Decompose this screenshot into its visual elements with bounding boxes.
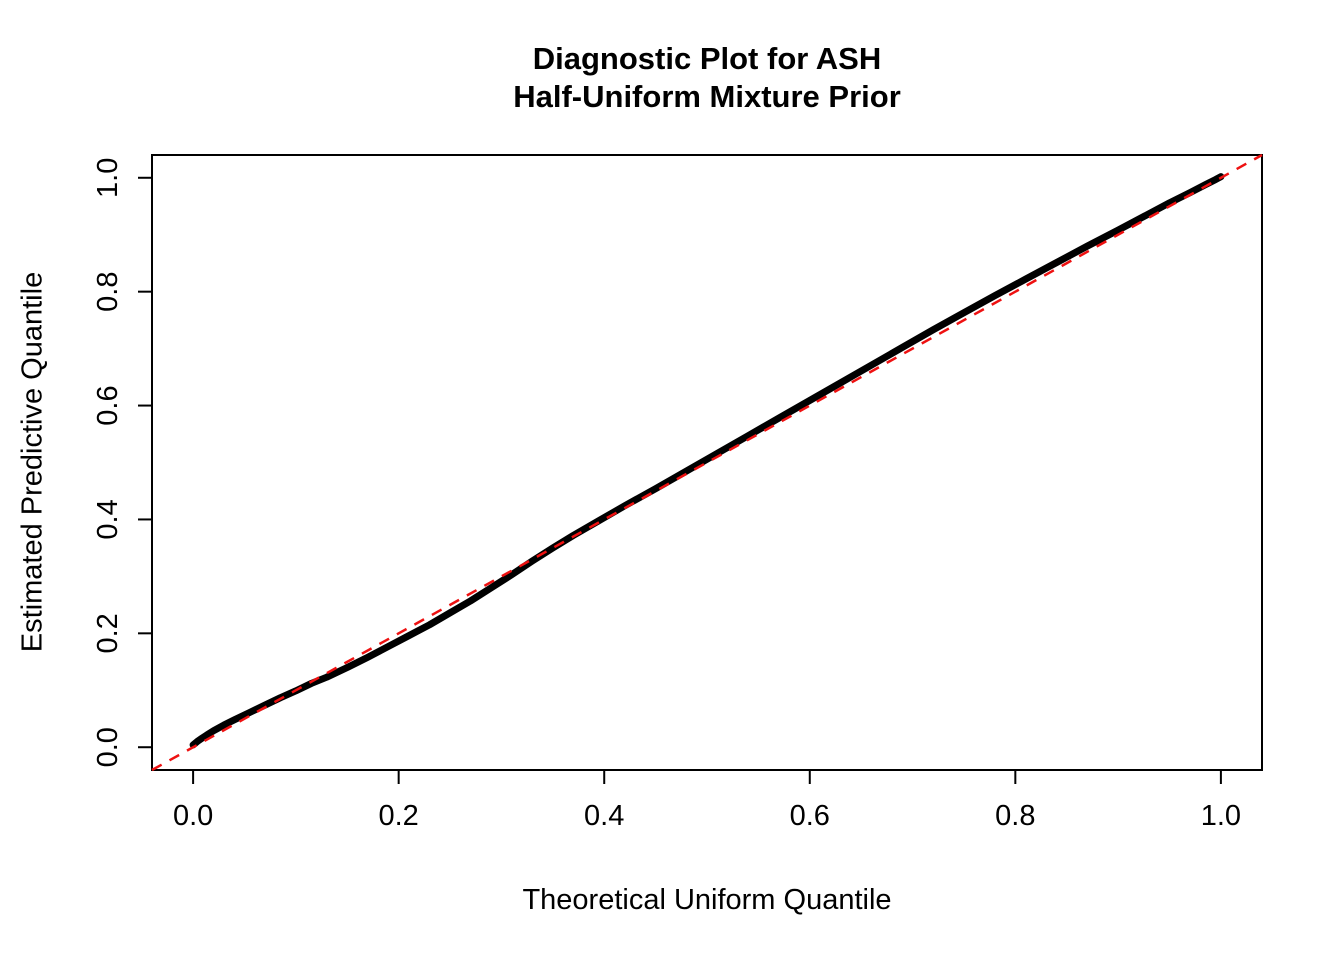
x-tick-label: 0.8 [995,800,1035,832]
x-tick-label: 0.6 [790,800,830,832]
x-axis-label: Theoretical Uniform Quantile [522,884,892,916]
chart-title-line2: Half-Uniform Mixture Prior [513,79,901,114]
x-tick-label: 0.2 [379,800,419,832]
x-tick-label: 1.0 [1201,800,1241,832]
chart-title-line1: Diagnostic Plot for ASH [532,41,882,76]
chart-title: Diagnostic Plot for ASH Half-Uniform Mix… [152,40,1262,116]
plot-box [151,154,1263,771]
y-tick-label: 0.2 [92,613,124,653]
y-axis-label: Estimated Predictive Quantile [16,271,49,653]
x-tick-label: 0.4 [584,800,624,832]
x-tick-label: 0.0 [173,800,213,832]
y-tick-label: 0.0 [92,727,124,767]
y-tick-label: 0.6 [92,385,124,425]
y-tick-label: 1.0 [92,158,124,198]
y-tick-label: 0.4 [92,499,124,539]
y-tick-label: 0.8 [92,272,124,312]
